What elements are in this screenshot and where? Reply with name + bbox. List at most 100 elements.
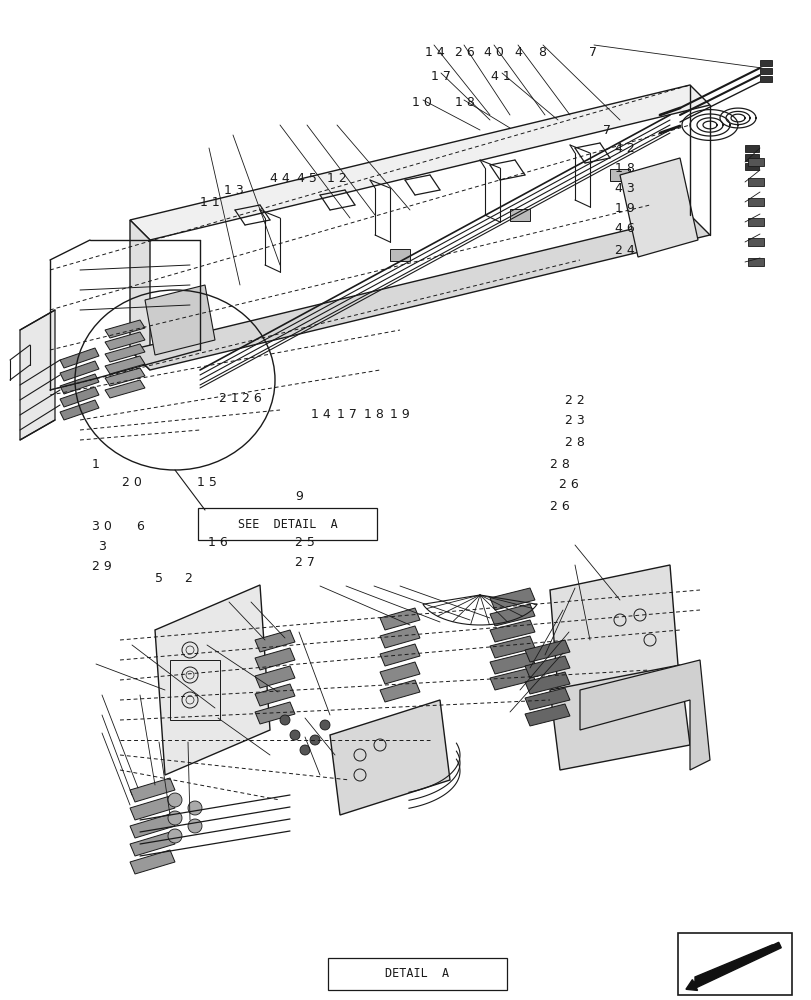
Text: 2 3: 2 3 (564, 414, 584, 426)
Text: 2 9: 2 9 (92, 560, 112, 574)
Bar (744, 145, 758, 152)
Text: 4 6: 4 6 (615, 222, 634, 234)
Text: 2: 2 (184, 572, 192, 585)
Text: 2 8: 2 8 (564, 436, 584, 450)
Text: 2 6: 2 6 (550, 499, 569, 512)
Polygon shape (130, 85, 709, 240)
Bar (389, 249, 410, 261)
Bar (169, 660, 220, 720)
FancyBboxPatch shape (328, 958, 506, 990)
Circle shape (320, 720, 329, 730)
Bar (744, 163, 758, 170)
Bar (747, 198, 763, 206)
Text: 5: 5 (155, 572, 163, 585)
Text: 1 3: 1 3 (224, 184, 243, 196)
Circle shape (280, 715, 290, 725)
Text: 1 4: 1 4 (424, 46, 444, 59)
Text: 4 0: 4 0 (483, 46, 503, 59)
Bar (759, 76, 771, 82)
Text: 1 8: 1 8 (454, 96, 474, 109)
Polygon shape (380, 626, 419, 648)
Text: 1 1: 1 1 (200, 196, 219, 209)
Text: 2 5: 2 5 (295, 536, 315, 548)
Text: 3: 3 (98, 540, 106, 552)
Polygon shape (489, 636, 534, 658)
Polygon shape (380, 608, 419, 630)
Polygon shape (489, 588, 534, 610)
Polygon shape (620, 158, 697, 257)
Polygon shape (60, 361, 99, 381)
Polygon shape (130, 796, 175, 820)
Polygon shape (255, 630, 294, 652)
Text: 7: 7 (603, 124, 611, 137)
Bar (509, 209, 530, 221)
Polygon shape (130, 215, 709, 370)
Bar (747, 178, 763, 186)
Text: 4 1: 4 1 (491, 70, 510, 83)
Text: 8: 8 (538, 46, 546, 59)
Bar (747, 218, 763, 226)
Text: 2 6: 2 6 (558, 479, 577, 491)
Polygon shape (105, 380, 145, 398)
Text: 2 0: 2 0 (122, 477, 142, 489)
Polygon shape (489, 604, 534, 626)
Polygon shape (380, 662, 419, 684)
Polygon shape (130, 220, 150, 370)
Bar (747, 258, 763, 266)
Polygon shape (20, 310, 55, 440)
Text: 1 9: 1 9 (389, 408, 409, 420)
Bar (759, 68, 771, 74)
Bar (759, 60, 771, 66)
Polygon shape (155, 585, 270, 775)
Text: 1 7: 1 7 (337, 408, 356, 420)
Polygon shape (105, 368, 145, 386)
Text: 1 6: 1 6 (208, 536, 227, 548)
Polygon shape (579, 660, 709, 770)
Text: 2 8: 2 8 (550, 458, 569, 471)
Polygon shape (130, 814, 175, 838)
Text: 2 4: 2 4 (615, 243, 634, 256)
Text: 1 8: 1 8 (615, 162, 634, 175)
Polygon shape (105, 344, 145, 362)
Text: 4 5: 4 5 (297, 172, 316, 185)
Text: 6: 6 (135, 520, 144, 532)
Text: 1 0: 1 0 (412, 96, 431, 109)
Polygon shape (549, 565, 679, 715)
Bar (609, 169, 629, 181)
Circle shape (168, 811, 182, 825)
Polygon shape (255, 648, 294, 670)
Text: 2 6: 2 6 (242, 391, 261, 404)
Polygon shape (130, 778, 175, 802)
Circle shape (299, 745, 310, 755)
Text: 1 5: 1 5 (197, 477, 217, 489)
FancyArrow shape (685, 942, 780, 990)
Polygon shape (255, 666, 294, 688)
Polygon shape (60, 400, 99, 420)
Polygon shape (525, 672, 569, 694)
Circle shape (168, 793, 182, 807)
Circle shape (290, 730, 299, 740)
Text: DETAIL  A: DETAIL A (385, 967, 449, 980)
Polygon shape (525, 688, 569, 710)
Polygon shape (525, 640, 569, 662)
Text: 4 2: 4 2 (615, 142, 634, 155)
Polygon shape (549, 665, 689, 770)
Text: 2 7: 2 7 (295, 556, 315, 570)
Text: 9: 9 (294, 489, 303, 502)
Text: 3 0: 3 0 (92, 520, 112, 532)
Polygon shape (380, 680, 419, 702)
Text: 7: 7 (588, 46, 596, 59)
Bar (747, 238, 763, 246)
Text: 1 4: 1 4 (311, 408, 330, 420)
Circle shape (310, 735, 320, 745)
Text: 1 7: 1 7 (431, 70, 450, 83)
Text: SEE  DETAIL  A: SEE DETAIL A (238, 518, 337, 530)
Polygon shape (145, 285, 215, 355)
Polygon shape (694, 945, 779, 985)
Polygon shape (105, 356, 145, 374)
Polygon shape (60, 348, 99, 368)
Circle shape (168, 829, 182, 843)
Text: 1: 1 (92, 458, 100, 471)
Polygon shape (380, 644, 419, 666)
Polygon shape (525, 656, 569, 678)
